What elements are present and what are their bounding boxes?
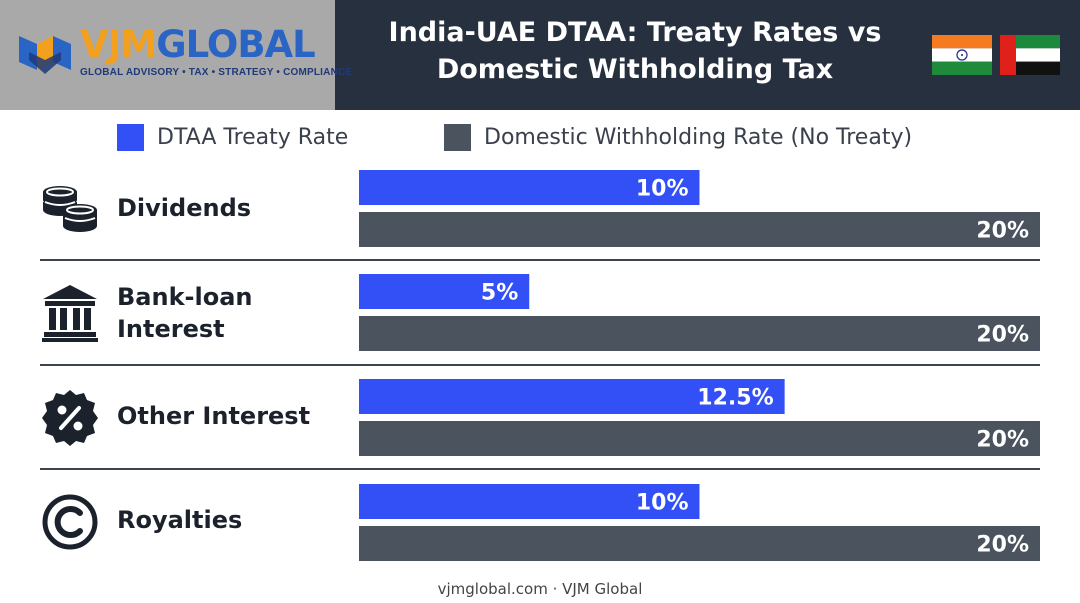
bar-treaty-bank-loan-interest <box>359 274 530 309</box>
data-label-treaty-bank-loan-interest: 5% <box>481 281 518 306</box>
legend-swatch-treaty <box>117 124 144 151</box>
logo-tagline: GLOBAL ADVISORY • TAX • STRATEGY • COMPL… <box>80 67 353 78</box>
bar-treaty-royalties <box>359 484 700 519</box>
category-label-line: Other Interest <box>117 402 311 430</box>
category-label-line: Interest <box>117 315 225 343</box>
row-divider <box>40 364 1040 366</box>
legend: DTAA Treaty Rate Domestic Withholding Ra… <box>0 118 1080 158</box>
bank-icon <box>42 285 98 342</box>
logo-wordmark: VJMGLOBAL <box>80 23 316 66</box>
legend-item-domestic: Domestic Withholding Rate (No Treaty) <box>444 124 912 151</box>
bar-treaty-other-interest <box>359 379 785 414</box>
percent-badge-icon <box>42 390 98 446</box>
category-row-other-interest: Other Interest <box>0 366 1080 471</box>
data-label-domestic-bank-loan-interest: 20% <box>976 323 1029 348</box>
category-label-other-interest: Other Interest <box>117 400 310 432</box>
row-divider <box>40 468 1040 470</box>
category-label-royalties: Royalties <box>117 504 242 536</box>
bar-domestic-dividends <box>359 212 1040 247</box>
logo-panel: VJMGLOBAL GLOBAL ADVISORY • TAX • STRATE… <box>0 0 352 110</box>
data-label-domestic-other-interest: 20% <box>976 428 1029 453</box>
title-line-2: Domestic Withholding Tax <box>436 54 834 85</box>
data-label-domestic-royalties: 20% <box>976 533 1029 558</box>
bar-domestic-bank-loan-interest <box>359 316 1040 351</box>
header-bar: VJMGLOBAL GLOBAL ADVISORY • TAX • STRATE… <box>0 0 1080 110</box>
category-label-line: Dividends <box>117 194 252 222</box>
bar-domestic-other-interest <box>359 421 1040 456</box>
category-label-line: Royalties <box>117 506 243 534</box>
uae-flag-icon <box>1000 35 1060 75</box>
copyright-icon <box>42 494 98 550</box>
category-label-line: Bank-loan <box>117 283 253 311</box>
legend-label-treaty: DTAA Treaty Rate <box>157 125 349 150</box>
title-line-1: India-UAE DTAA: Treaty Rates vs <box>388 17 882 48</box>
footer-credit: vjmglobal.com · VJM Global <box>437 580 643 598</box>
category-label-dividends: Dividends <box>117 192 251 224</box>
row-divider <box>40 259 1040 261</box>
category-label-bank-loan-interest: Bank-loan Interest <box>117 281 253 345</box>
category-row-dividends: Dividends <box>0 158 1080 263</box>
bar-domestic-royalties <box>359 526 1040 561</box>
data-label-treaty-royalties: 10% <box>636 491 689 516</box>
legend-item-treaty: DTAA Treaty Rate <box>117 124 348 151</box>
vjm-logo-icon <box>19 36 71 74</box>
data-label-treaty-other-interest: 12.5% <box>697 386 773 411</box>
legend-swatch-domestic <box>444 124 471 151</box>
data-label-domestic-dividends: 20% <box>976 219 1029 244</box>
category-row-bank-loan-interest: Bank-loan Interest <box>0 261 1080 366</box>
bar-treaty-dividends <box>359 170 700 205</box>
coins-icon <box>43 186 97 232</box>
legend-label-domestic: Domestic Withholding Rate (No Treaty) <box>484 125 913 150</box>
data-label-treaty-dividends: 10% <box>636 177 689 202</box>
chart-title: India-UAE DTAA: Treaty Rates vs Domestic… <box>335 14 935 88</box>
category-row-royalties: Royalties <box>0 470 1080 575</box>
india-flag-icon <box>932 35 992 75</box>
